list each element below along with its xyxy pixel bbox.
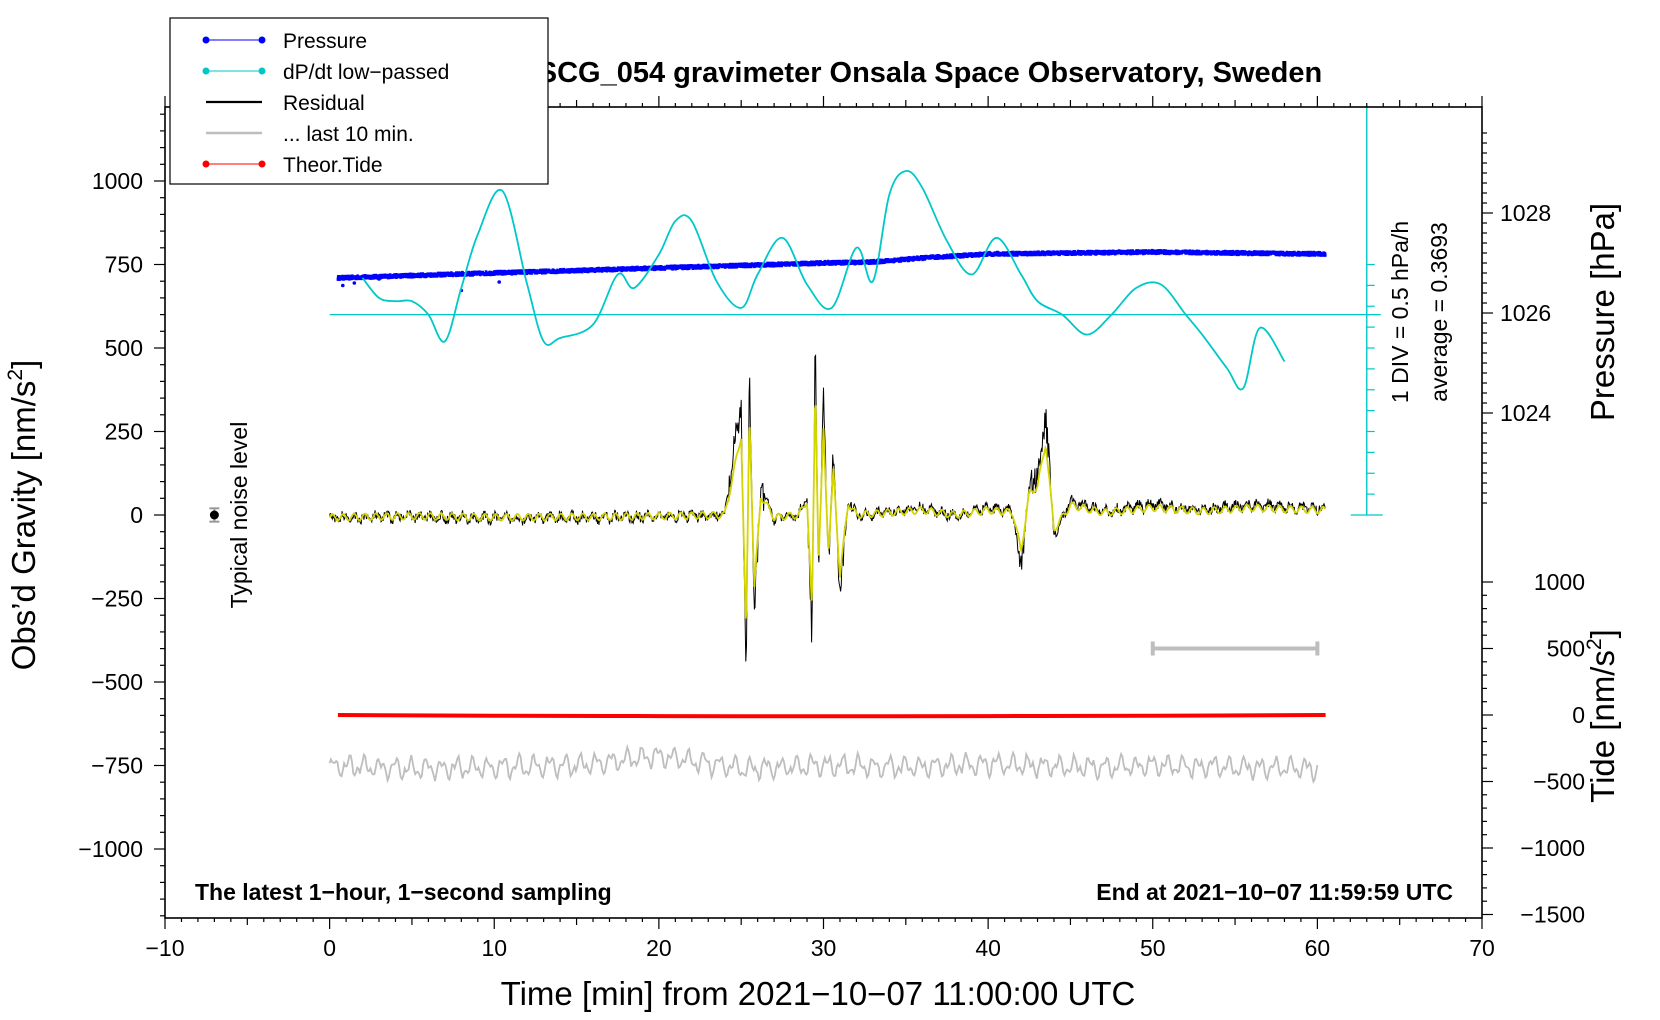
x-tick-label: 70 (1469, 935, 1495, 961)
y-axis-left-label: Obs’d Gravity [nm/s2] (4, 360, 42, 671)
tide-axis-label: Tide [nm/s2] (1583, 629, 1621, 803)
tide-tick-label: −1000 (1520, 835, 1585, 861)
series-dpdt (361, 170, 1286, 391)
legend-marker-tide (202, 160, 210, 168)
annotation-bottom-right: End at 2021−10−07 11:59:59 UTC (1096, 879, 1453, 905)
legend-label-tide: Theor.Tide (283, 154, 383, 177)
pressure-axis-label: Pressure [hPa] (1584, 203, 1621, 421)
pressure-outlier-point (377, 277, 381, 281)
tide-tick-label: −1500 (1520, 902, 1585, 928)
y-left-tick-label: −750 (91, 753, 143, 779)
legend-marker-pressure-end (258, 36, 266, 44)
x-tick-label: 30 (811, 935, 837, 961)
tide-tick-label: 500 (1547, 636, 1585, 662)
tide-axis-label-end: ] (1584, 629, 1621, 638)
x-tick-label: 0 (323, 935, 336, 961)
series-last-10-min (328, 743, 1319, 785)
pressure-outlier-point (340, 283, 345, 288)
series-theor-tide (337, 713, 1326, 719)
tide-tick-label: 0 (1572, 702, 1585, 728)
pressure-outlier-point (497, 280, 501, 284)
y-left-tick-label: 500 (105, 335, 143, 361)
x-tick-label: 40 (975, 935, 1001, 961)
pressure-tick-label: 1028 (1500, 200, 1551, 226)
annotation-bottom-left: The latest 1−hour, 1−second sampling (195, 879, 612, 905)
y-left-tick-label: −1000 (78, 836, 143, 862)
legend-marker-pressure (202, 36, 210, 44)
legend-label-pressure: Pressure (283, 30, 367, 53)
legend-marker-dpdt-end (258, 67, 266, 75)
x-axis-label: Time [min] from 2021−10−07 11:00:00 UTC (501, 975, 1136, 1012)
dpdt-average-label: average = 0.3693 (1426, 222, 1452, 402)
y-left-tick-label: 750 (105, 252, 143, 278)
y-axis-left-label-end: ] (5, 360, 42, 369)
y-left-tick-label: 0 (130, 502, 143, 528)
legend-label-last10: ... last 10 min. (283, 123, 414, 146)
noise-level-label: Typical noise level (226, 422, 252, 609)
tide-axis-label-sup: 2 (1583, 638, 1606, 650)
text-layer: SCG_054 gravimeter Onsala Space Observat… (4, 57, 1621, 1012)
tide-axis-label-main: Tide [nm/s (1584, 650, 1621, 803)
x-tick-label: 20 (646, 935, 672, 961)
y-axis-left-label-main: Obs’d Gravity [nm/s (5, 381, 42, 671)
x-tick-label: −10 (145, 935, 184, 961)
noise-marker (209, 510, 219, 520)
dpdt-scale-div-label: 1 DIV = 0.5 hPa/h (1387, 221, 1413, 403)
y-left-tick-label: 1000 (92, 168, 143, 194)
x-tick-label: 60 (1305, 935, 1331, 961)
legend-marker-dpdt (202, 67, 210, 75)
tide-tick-label: 1000 (1534, 569, 1585, 595)
pressure-tick-label: 1024 (1500, 400, 1551, 426)
legend-label-residual: Residual (283, 92, 365, 115)
legend-label-dpdt: dP/dt low−passed (283, 61, 449, 84)
pressure-outlier-point (352, 281, 357, 285)
series-residual-smoothed (328, 405, 1327, 619)
tide-tick-label: −500 (1533, 769, 1585, 795)
data-layer (209, 107, 1383, 785)
legend-marker-tide-end (258, 160, 266, 168)
y-left-tick-label: −250 (91, 586, 143, 612)
x-tick-label: 50 (1140, 935, 1166, 961)
legend: Pressure dP/dt low−passed Residual ... l… (169, 17, 549, 185)
chart-title: SCG_054 gravimeter Onsala Space Observat… (538, 57, 1322, 89)
axes-frame (154, 96, 1493, 929)
pressure-tick-label: 1026 (1500, 300, 1551, 326)
series-pressure (336, 248, 1327, 281)
y-axis-left-label-sup: 2 (4, 369, 27, 381)
y-left-tick-label: 250 (105, 419, 143, 445)
y-left-tick-label: −500 (91, 669, 143, 695)
x-tick-label: 10 (481, 935, 507, 961)
